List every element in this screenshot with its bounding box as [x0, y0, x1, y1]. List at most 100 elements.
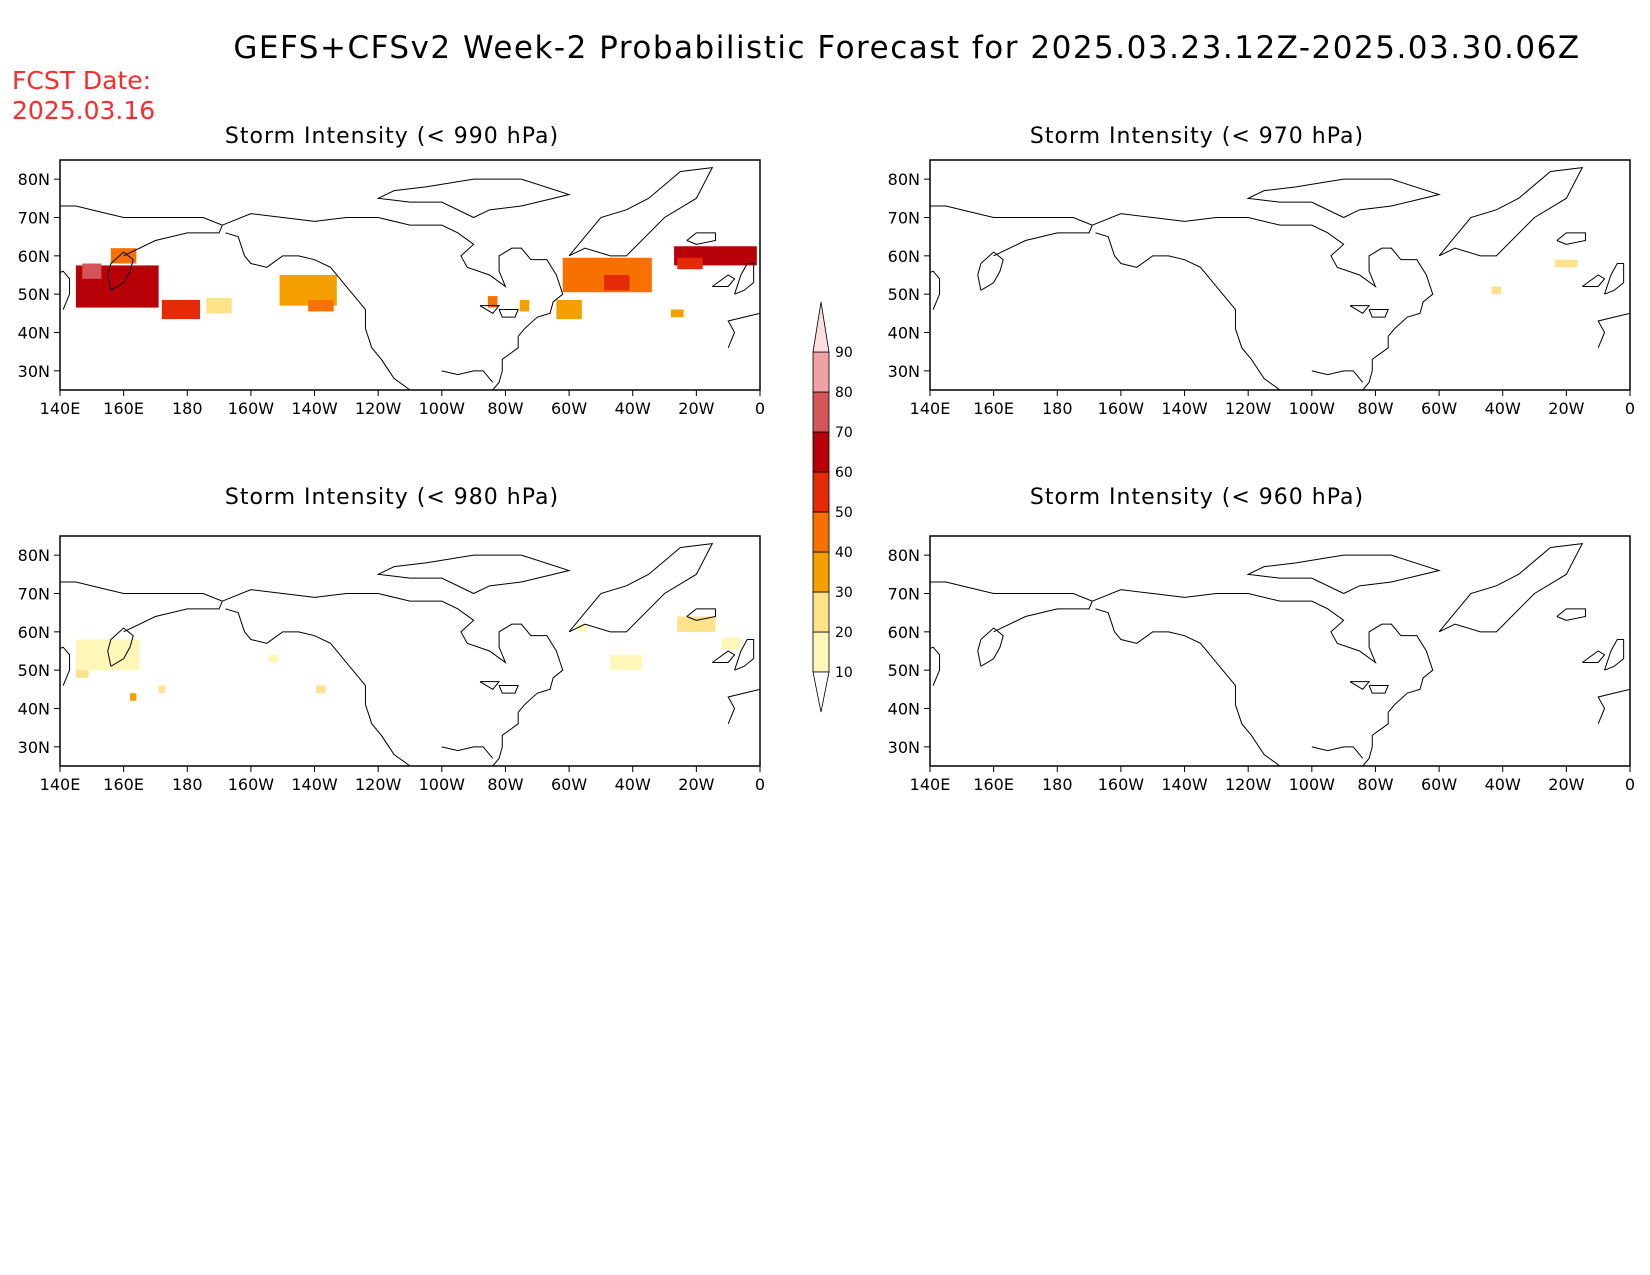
lon-tick-label: 80W — [487, 399, 523, 418]
coastline — [60, 270, 71, 310]
coastline — [107, 627, 134, 667]
lon-tick-label: 20W — [678, 399, 714, 418]
panel-title-970: Storm Intensity (< 970 hPa) — [1029, 124, 1365, 149]
coastline — [734, 263, 755, 295]
lon-tick-label: 0 — [755, 399, 765, 418]
coastline — [1368, 309, 1389, 318]
probability-cell — [161, 299, 200, 320]
coastline — [1349, 681, 1371, 690]
coastline — [734, 639, 755, 671]
colorbar-label: 50 — [835, 505, 853, 521]
lon-tick-label: 140E — [910, 399, 951, 418]
lat-tick-label: 70N — [18, 209, 50, 228]
map-frame — [59, 535, 761, 767]
coastline — [1438, 543, 1584, 633]
probability-cell — [556, 299, 582, 320]
probability-cell — [158, 685, 165, 694]
probability-cell — [677, 257, 703, 270]
map-frame — [929, 535, 1631, 767]
lon-tick-label: 180 — [172, 399, 203, 418]
lat-tick-label: 50N — [888, 285, 920, 304]
coastline — [1095, 608, 1281, 766]
lon-tick-label: 100W — [419, 775, 466, 794]
coastline-layer — [60, 543, 760, 766]
probability-field — [75, 616, 741, 701]
coastline — [1095, 232, 1281, 390]
lat-tick-label: 30N — [18, 738, 50, 757]
lat-tick-label: 60N — [888, 623, 920, 642]
lat-tick-label: 30N — [888, 738, 920, 757]
coastline — [376, 178, 571, 218]
coastline — [711, 274, 736, 287]
lon-tick-label: 160E — [973, 399, 1014, 418]
probability-cell — [75, 639, 140, 671]
colorbar-segment — [812, 631, 830, 673]
coastline — [1438, 167, 1584, 257]
coastline — [930, 646, 941, 686]
panel-title-960: Storm Intensity (< 960 hPa) — [1029, 485, 1365, 510]
coastline — [930, 581, 1093, 633]
lon-tick-label: 0 — [1625, 775, 1635, 794]
lon-tick-label: 140E — [910, 775, 951, 794]
lon-tick-label: 40W — [615, 775, 651, 794]
coastline — [498, 309, 519, 318]
coastline — [686, 608, 716, 621]
colorbar-label: 10 — [835, 665, 853, 681]
probability-cell — [610, 654, 643, 671]
lat-tick-label: 70N — [888, 585, 920, 604]
lon-tick-label: 140E — [40, 775, 81, 794]
colorbar-segment — [812, 511, 830, 553]
probability-cell — [677, 616, 716, 632]
lon-tick-label: 120W — [1225, 399, 1272, 418]
lat-tick-label: 80N — [18, 170, 50, 189]
probability-cell — [268, 654, 278, 663]
colorbar-segment — [812, 551, 830, 593]
coastline — [1311, 746, 1364, 759]
lon-tick-label: 0 — [1625, 399, 1635, 418]
coastline — [686, 232, 716, 245]
lon-tick-label: 60W — [551, 399, 587, 418]
coastline — [1597, 312, 1630, 349]
probability-cell — [487, 296, 498, 308]
map-frame — [59, 159, 761, 391]
colorbar-segment — [812, 431, 830, 473]
coastline — [479, 305, 501, 314]
coastline — [1246, 178, 1441, 218]
probability-field — [1491, 259, 1578, 295]
lon-tick-label: 100W — [1289, 775, 1336, 794]
lon-tick-label: 0 — [755, 775, 765, 794]
colorbar-segment — [812, 351, 830, 393]
lon-tick-label: 80W — [487, 775, 523, 794]
probability-cell — [75, 670, 89, 678]
coastline — [1597, 688, 1630, 725]
probability-field — [75, 246, 757, 320]
coastline — [727, 688, 760, 725]
lon-tick-label: 40W — [615, 399, 651, 418]
coastline — [1556, 232, 1586, 245]
coastline — [1604, 639, 1625, 671]
lon-tick-label: 140W — [1161, 775, 1208, 794]
map-panel-970: 140E 160E 180 160W 140W 120W 100W 80W 60W 40W 20W 0… — [888, 159, 1635, 418]
lat-tick-label: 50N — [888, 661, 920, 680]
lon-tick-label: 140W — [291, 775, 338, 794]
lat-tick-label: 80N — [18, 546, 50, 565]
lat-tick-label: 60N — [18, 247, 50, 266]
coastline — [479, 681, 501, 690]
coastline-layer — [930, 167, 1630, 390]
coastline — [225, 608, 411, 766]
lat-tick-label: 50N — [18, 661, 50, 680]
lon-tick-label: 180 — [172, 775, 203, 794]
coastline — [930, 270, 941, 310]
coastline — [711, 650, 736, 663]
lat-tick-label: 70N — [888, 209, 920, 228]
coastline — [60, 646, 71, 686]
lat-tick-label: 40N — [888, 700, 920, 719]
lon-tick-label: 100W — [1289, 399, 1336, 418]
probability-cell — [308, 299, 334, 312]
coastline — [568, 167, 714, 257]
coastline — [222, 589, 564, 766]
coastline — [1092, 589, 1434, 766]
map-panel-960: 140E 160E 180 160W 140W 120W 100W 80W 60W 40W 20W 0… — [888, 535, 1635, 794]
colorbar-segment — [812, 471, 830, 513]
lon-tick-label: 140W — [1161, 399, 1208, 418]
